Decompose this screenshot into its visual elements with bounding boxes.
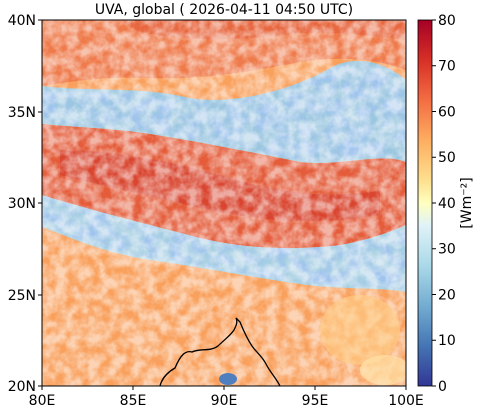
x-tick-label: 95E	[302, 393, 329, 409]
y-tick-label: 35N	[8, 105, 36, 121]
x-tick-label: 100E	[388, 393, 424, 409]
x-tick-label: 80E	[29, 393, 56, 409]
colorbar-tick-label: 0	[438, 379, 447, 395]
y-tick-label: 25N	[8, 288, 36, 304]
colorbar-tick-label: 70	[438, 59, 456, 75]
colorbar-tick-label: 60	[438, 105, 456, 121]
colorbar-tick-label: 40	[438, 196, 456, 212]
y-axis: 20N 25N 30N 35N 40N	[8, 13, 42, 395]
x-tick-label: 85E	[120, 393, 147, 409]
colorbar: 0 10 20 30 40 50 60 70 80 [Wm⁻²]	[417, 13, 475, 395]
colorbar-label: [Wm⁻²]	[459, 177, 475, 228]
y-tick-label: 20N	[8, 379, 36, 395]
figure-title: UVA, global ( 2026-04-11 04:50 UTC)	[95, 2, 353, 18]
uva-field	[42, 20, 406, 386]
colorbar-tick-label: 50	[438, 150, 456, 166]
x-tick-label: 90E	[211, 393, 238, 409]
y-tick-label: 40N	[8, 13, 36, 29]
colorbar-tick-label: 30	[438, 242, 456, 258]
coastline	[159, 317, 281, 386]
colorbar-tick-label: 10	[438, 333, 456, 349]
colorbar-tick-label: 20	[438, 288, 456, 304]
y-tick-label: 30N	[8, 196, 36, 212]
colorbar-tick-label: 80	[438, 13, 456, 29]
colorbar-gradient	[417, 19, 433, 387]
x-axis: 80E 85E 90E 95E 100E	[29, 386, 424, 409]
